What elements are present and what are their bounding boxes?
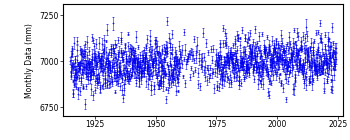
Y-axis label: Monthly Data (mm): Monthly Data (mm) [25, 23, 34, 98]
